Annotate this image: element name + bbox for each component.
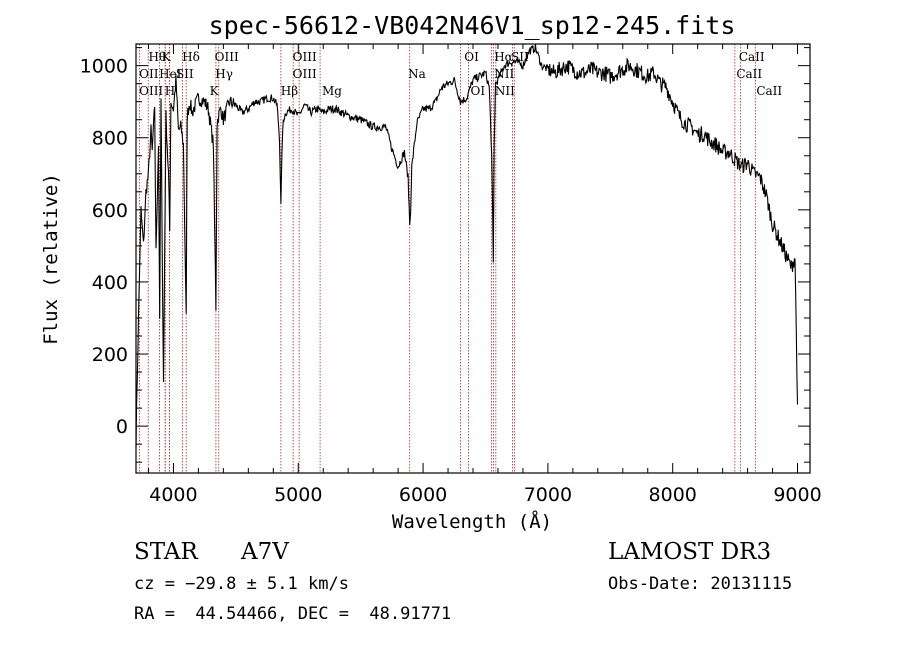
spectrum-line — [135, 43, 799, 448]
line-label: Hδ — [182, 50, 200, 64]
line-label: NII — [495, 84, 515, 98]
line-label: OIII — [293, 50, 317, 64]
line-label: Hα — [494, 50, 513, 64]
x-tick-label: 5000 — [274, 484, 322, 506]
line-label: OI — [464, 50, 479, 64]
survey-name: LAMOST DR3 — [608, 539, 772, 565]
line-label: SII — [176, 67, 194, 81]
x-tick-label: 6000 — [399, 484, 447, 506]
line-label: K — [162, 50, 172, 64]
line-label: SII — [511, 50, 529, 64]
y-tick-label: 800 — [92, 128, 128, 150]
x-axis-ticks: 4000 5000 6000 7000 8000 9000 — [147, 44, 822, 506]
line-label: OIII — [139, 84, 163, 98]
y-tick-label: 200 — [92, 344, 128, 366]
line-label: Hγ — [215, 67, 233, 81]
line-label: Mg — [322, 84, 342, 98]
x-tick-label: 7000 — [524, 484, 572, 506]
object-class: STAR — [134, 539, 198, 565]
redshift-cz: cz = −29.8 ± 5.1 km/s — [134, 574, 349, 594]
line-label: Na — [408, 67, 426, 81]
line-label: OIII — [215, 50, 239, 64]
x-tick-label: 4000 — [149, 484, 197, 506]
line-label: CaII — [756, 84, 782, 98]
line-label: NII — [494, 67, 514, 81]
obs-date: Obs-Date: 20131115 — [608, 574, 793, 594]
line-markers — [138, 44, 756, 473]
line-label: CaII — [739, 50, 765, 64]
line-label: Hθ — [148, 50, 166, 64]
line-label: Hβ — [281, 84, 298, 98]
line-label: K — [210, 84, 220, 98]
y-tick-label: 600 — [92, 200, 128, 222]
y-axis-label: Flux (relative) — [40, 173, 62, 345]
x-axis-label: Wavelength (Å) — [392, 510, 552, 533]
plot-frame — [135, 43, 811, 474]
line-label: OI — [471, 84, 486, 98]
y-tick-label: 0 — [116, 416, 128, 438]
object-subclass: A7V — [241, 539, 289, 565]
chart-title: spec-56612-VB042N46V1_sp12-245.fits — [209, 11, 736, 40]
x-tick-label: 8000 — [649, 484, 697, 506]
y-axis-ticks: 0 200 400 600 800 1000 — [80, 47, 810, 463]
y-tick-label: 400 — [92, 272, 128, 294]
line-label: CaII — [736, 67, 762, 81]
x-tick-label: 9000 — [773, 484, 821, 506]
line-label: OII — [139, 67, 159, 81]
line-label: OIII — [293, 67, 317, 81]
ra-dec: RA = 44.54466, DEC = 48.91771 — [134, 604, 452, 624]
y-tick-label: 1000 — [80, 56, 128, 78]
line-label: H — [165, 84, 175, 98]
